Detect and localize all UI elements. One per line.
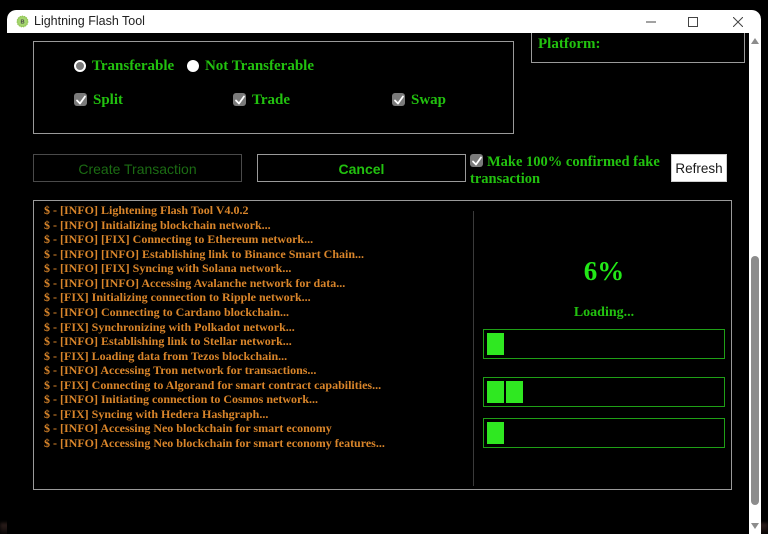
- svg-text:B: B: [20, 20, 24, 26]
